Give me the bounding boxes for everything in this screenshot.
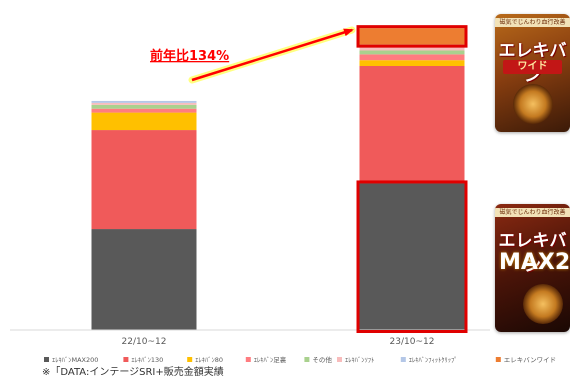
growth-annotation-label: 前年比134%	[150, 48, 229, 64]
highlight-boxes	[356, 25, 468, 333]
bar-segment-4-1	[359, 50, 465, 55]
footnote: ※「DATA:インテージSRI+販売金額実績	[42, 365, 224, 378]
bar-segment-0-0	[91, 229, 197, 330]
bar-segment-4-0	[91, 104, 197, 109]
growth-arrow-core	[191, 28, 354, 82]
bar-segment-2-0	[91, 112, 197, 131]
legend-swatch-7	[495, 357, 501, 362]
bar-segment-0-1	[359, 183, 465, 330]
bar-segment-2-1	[359, 60, 465, 66]
legend-label-1: ｴﾚｷﾊﾞﾝ130	[131, 356, 163, 364]
legend-swatch-0	[44, 357, 49, 362]
legend-label-5: ｴﾚｷﾊﾞﾝｿﾌﾄ	[345, 356, 374, 364]
x-tick-labels: 22/10~12 23/10~12	[122, 337, 435, 347]
magnet-icon	[523, 284, 563, 324]
legend-swatch-1	[123, 357, 129, 362]
bar-segment-6-0	[91, 100, 197, 103]
product-image-max200: 磁気でじんわり血行改善 エレキバン MAX200	[495, 204, 570, 332]
bar-segment-3-0	[91, 108, 197, 113]
legend-swatch-6	[400, 357, 406, 362]
product-image-wide: 磁気でじんわり血行改善 エレキバン ワイド	[495, 14, 570, 132]
bar-segment-7-1	[359, 28, 465, 45]
legend-swatch-5	[337, 357, 342, 362]
legend-label-7: エレキバンワイド	[504, 356, 556, 364]
legend-label-4: その他	[312, 355, 332, 364]
bar-segment-5-0	[91, 102, 197, 105]
highlight-box-0	[356, 180, 468, 333]
highlight-box-1	[356, 25, 468, 48]
x-tick-label: 22/10~12	[122, 337, 167, 347]
legend-swatch-3	[245, 357, 251, 362]
legend-label-6: ｴﾚｷﾊﾞﾝﾌｨｯﾄｸﾘｯﾌﾟ	[409, 356, 458, 364]
legend-swatch-2	[187, 357, 193, 362]
bar-segment-1-0	[91, 130, 197, 230]
x-tick-label: 23/10~12	[390, 337, 435, 347]
bar-segment-5-1	[359, 47, 465, 51]
legend-swatch-4	[304, 357, 310, 362]
product-band-text: 磁気でじんわり血行改善	[495, 18, 570, 27]
product-band-text: 磁気でじんわり血行改善	[495, 208, 570, 217]
bar-segment-3-1	[359, 54, 465, 61]
growth-annotation: 前年比134%	[150, 26, 356, 84]
legend-label-2: ｴﾚｷﾊﾞﾝ80	[195, 356, 223, 364]
product-variant: MAX200	[499, 250, 570, 275]
legend: ｴﾚｷﾊﾞﾝMAX200 ｴﾚｷﾊﾞﾝ130 ｴﾚｷﾊﾞﾝ80 ｴﾚｷﾊﾞﾝ足裏 その他…	[44, 355, 556, 364]
bars	[91, 28, 465, 330]
product-brand: エレキバン	[498, 231, 567, 276]
magnet-icon	[513, 84, 553, 124]
legend-label-3: ｴﾚｷﾊﾞﾝ足裏	[254, 355, 287, 364]
product-variant: ワイド	[503, 60, 562, 74]
legend-label-0: ｴﾚｷﾊﾞﾝMAX200	[52, 356, 98, 364]
bar-segment-1-1	[359, 66, 465, 184]
